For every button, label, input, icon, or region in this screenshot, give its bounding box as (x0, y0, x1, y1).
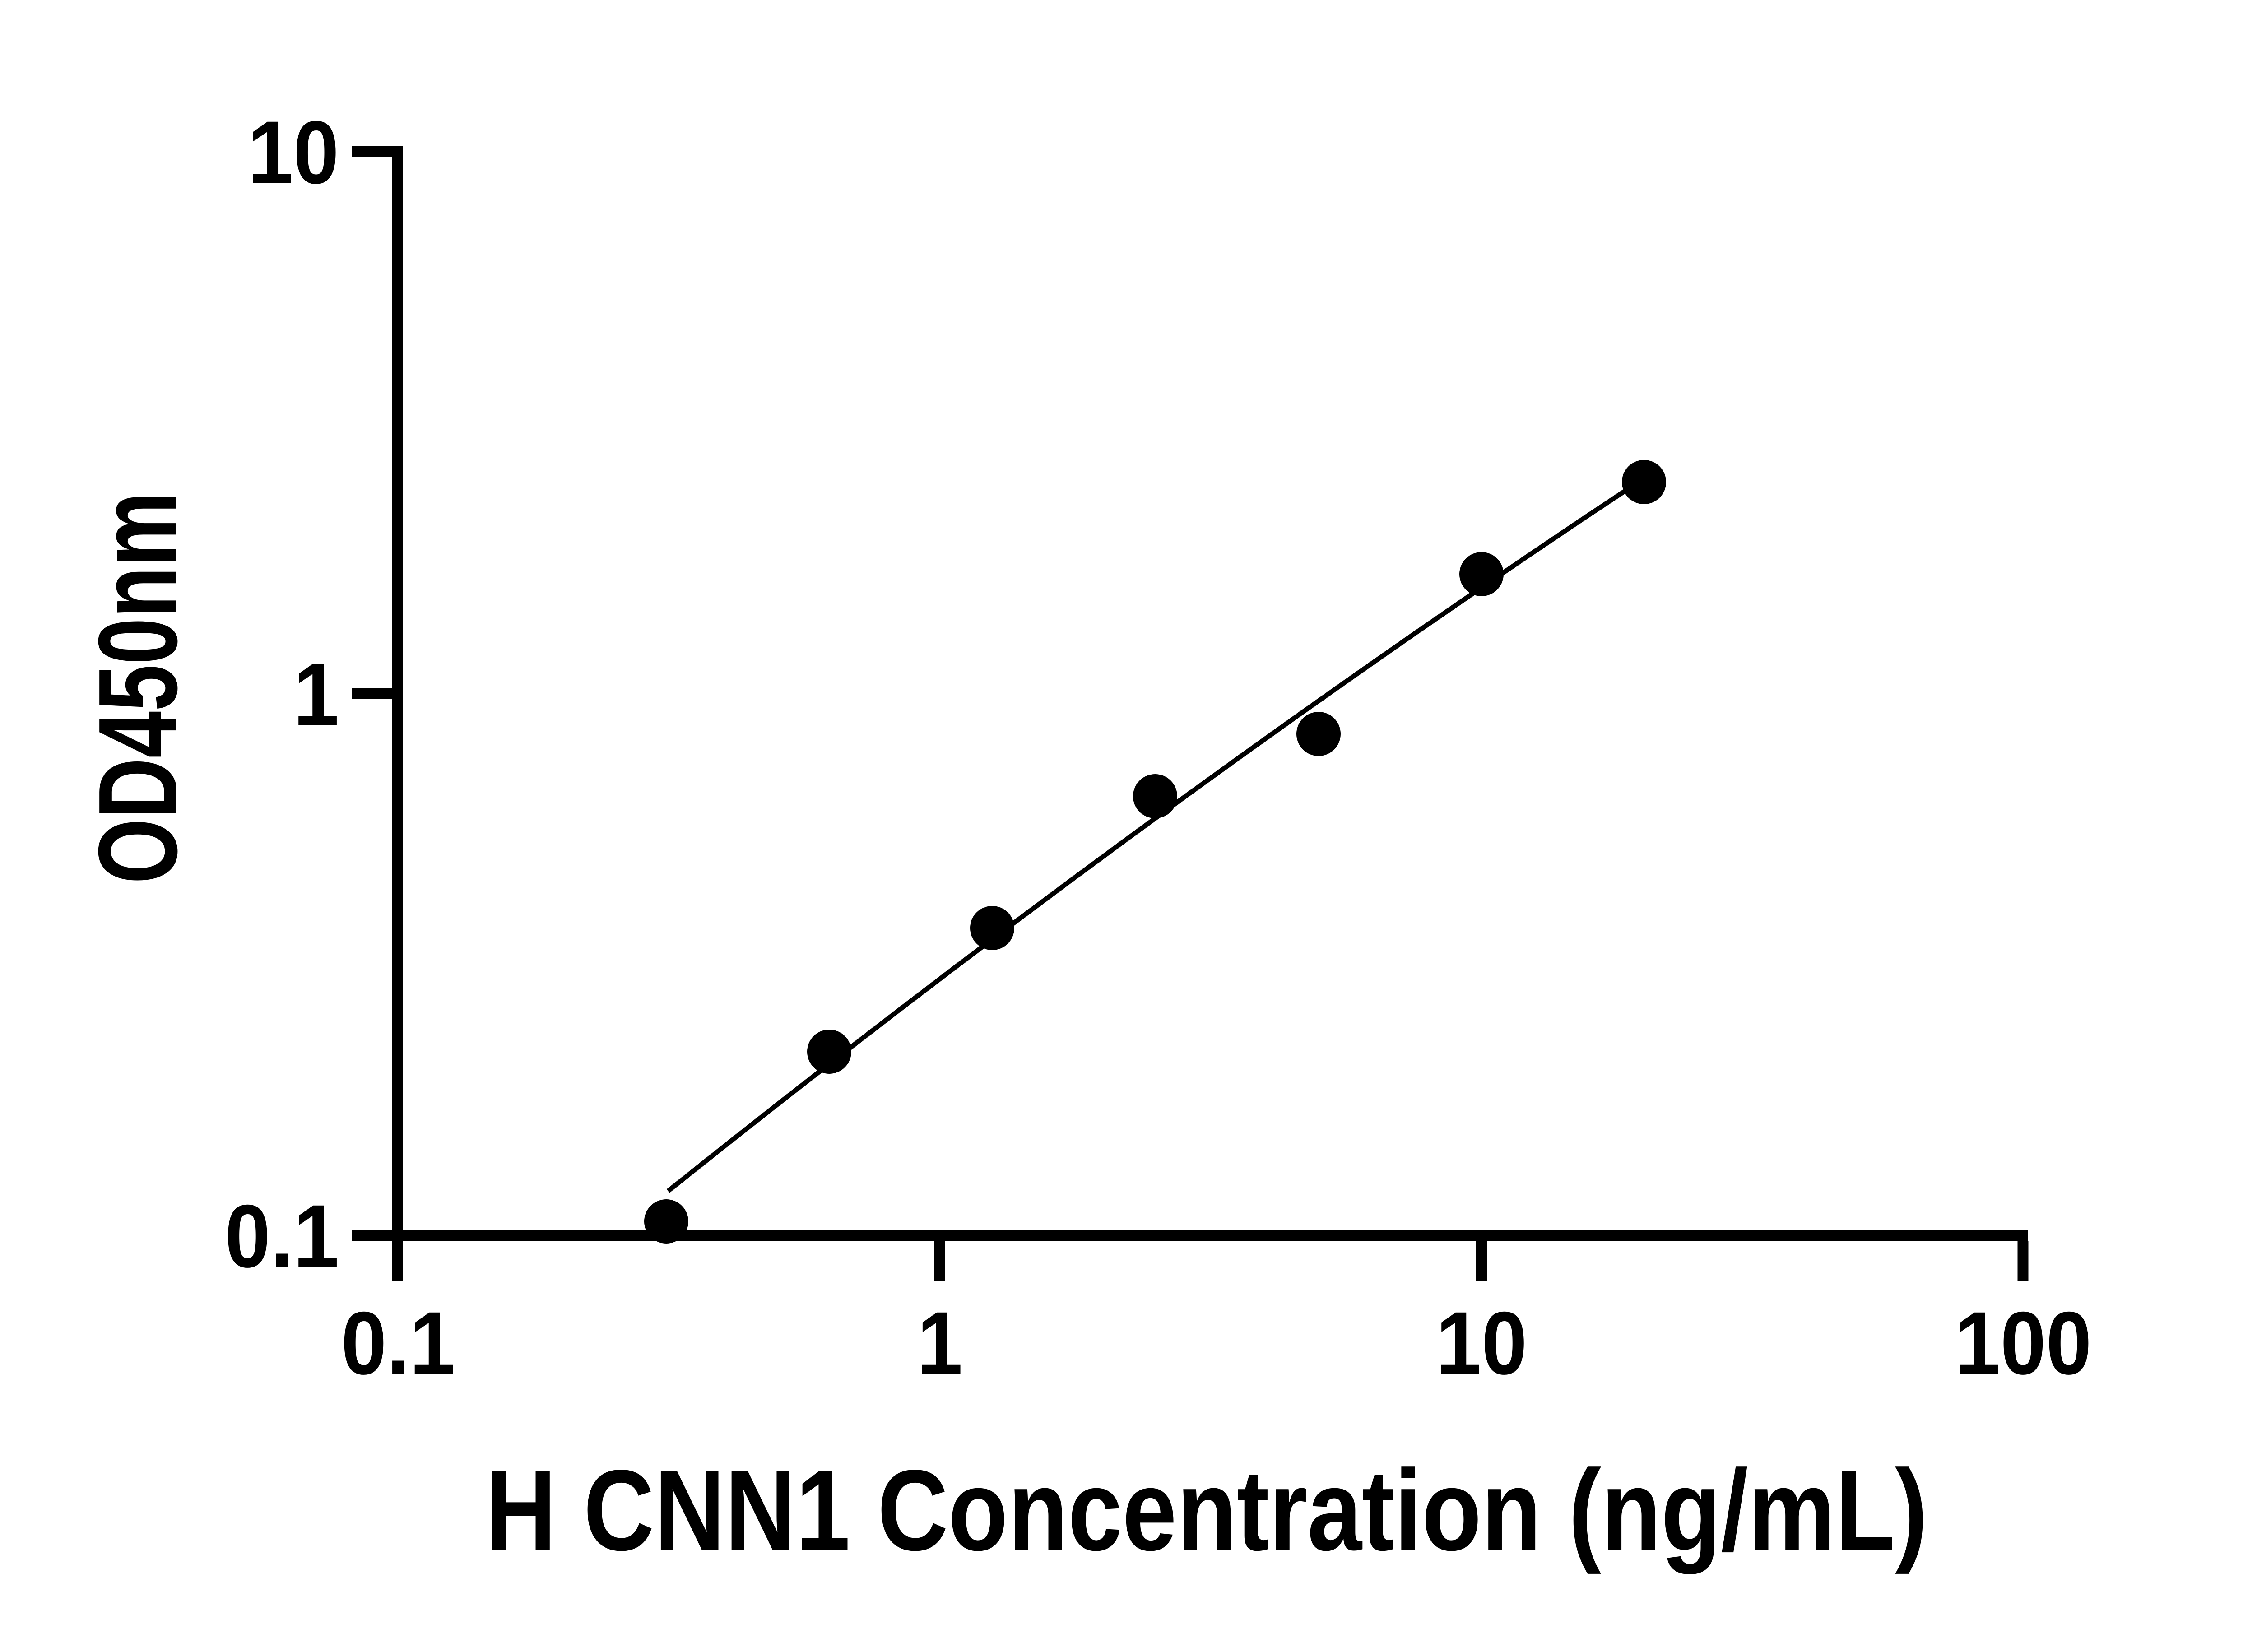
svg-text:100: 100 (1955, 1294, 2092, 1393)
svg-text:10: 10 (248, 103, 339, 203)
svg-text:0.1: 0.1 (341, 1294, 455, 1393)
svg-text:OD450nm: OD450nm (75, 492, 200, 884)
svg-text:1: 1 (917, 1294, 962, 1393)
svg-text:0.1: 0.1 (225, 1187, 339, 1286)
svg-text:1: 1 (293, 645, 339, 744)
svg-text:H CNN1 Concentration (ng/mL): H CNN1 Concentration (ng/mL) (486, 1447, 1928, 1575)
svg-text:10: 10 (1436, 1294, 1527, 1393)
